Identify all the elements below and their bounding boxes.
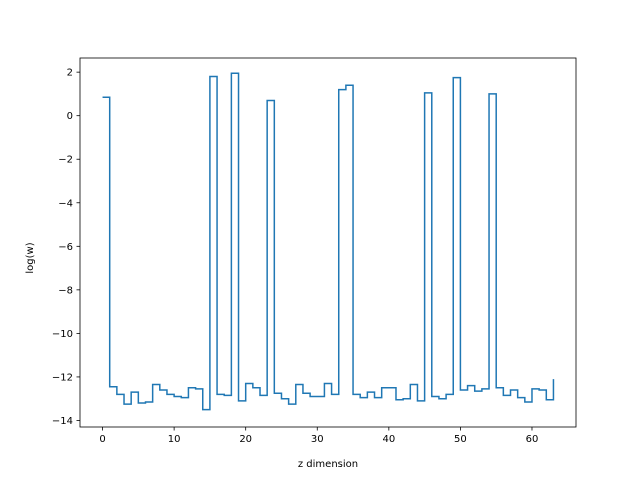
x-tick-label: 30 xyxy=(311,434,324,445)
y-axis-ticks: −14 −12 −10 −8 −6 −4 −2 0 2 xyxy=(52,68,80,427)
x-tick-label: 50 xyxy=(454,434,467,445)
y-tick-label: −8 xyxy=(58,285,73,296)
series-line xyxy=(102,72,555,411)
plot-frame xyxy=(79,57,577,428)
y-tick-label: 2 xyxy=(67,68,73,79)
y-tick-label: −2 xyxy=(58,155,73,166)
y-axis-label: log(w) xyxy=(25,242,36,273)
x-tick-label: 0 xyxy=(99,434,105,445)
y-tick-label: −4 xyxy=(58,198,73,209)
x-tick-label: 10 xyxy=(168,434,181,445)
y-tick-label: −10 xyxy=(52,329,73,340)
y-tick-label: −14 xyxy=(52,416,73,427)
x-tick-label: 40 xyxy=(382,434,395,445)
series-layer xyxy=(102,72,555,411)
y-tick-label: −12 xyxy=(52,372,73,383)
y-tick-label: −6 xyxy=(58,242,73,253)
y-tick-label: 0 xyxy=(67,111,73,122)
x-axis-label: z dimension xyxy=(298,459,358,470)
x-axis-ticks: 0 10 20 30 40 50 60 xyxy=(99,427,538,445)
x-tick-label: 60 xyxy=(526,434,539,445)
x-tick-label: 20 xyxy=(239,434,252,445)
